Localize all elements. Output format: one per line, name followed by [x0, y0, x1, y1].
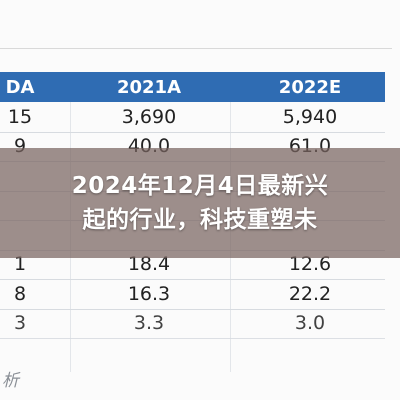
table-cell: 3.0: [294, 312, 326, 335]
title-overlay: 2024年12月4日最新兴 起的行业，科技重塑未: [0, 148, 400, 258]
header-cell: 2022E: [278, 76, 342, 98]
header-cell: 2021A: [116, 76, 182, 98]
table-cell: 3: [13, 312, 27, 335]
table-cell: 15: [7, 105, 33, 128]
footer-text: 析: [2, 371, 19, 391]
table-cell: 3,690: [121, 105, 177, 128]
border-line: [0, 48, 392, 49]
title-line: 起的行业，科技重塑未: [82, 207, 318, 233]
header-cell: DA: [5, 76, 35, 98]
table-row: 3 3.3 3.0: [0, 309, 385, 339]
table-cell: 5,940: [282, 105, 338, 128]
title-line: 2024年12月4日最新兴: [71, 173, 329, 199]
table-cell: 8: [13, 282, 27, 305]
table-cell: 1: [13, 253, 27, 276]
table-row: 8 16.3 22.2: [0, 279, 385, 310]
table-cell: 12.6: [288, 253, 332, 276]
table-cell: 16.3: [127, 282, 171, 305]
table-row: 15 3,690 5,940: [0, 102, 385, 133]
table-cell: 22.2: [288, 282, 332, 305]
table-row: 1 18.4 12.6: [0, 250, 385, 280]
table-cell: 18.4: [127, 253, 171, 276]
table-cell: 3.3: [133, 312, 165, 335]
header-row: DA 2021A 2022E: [0, 72, 385, 102]
